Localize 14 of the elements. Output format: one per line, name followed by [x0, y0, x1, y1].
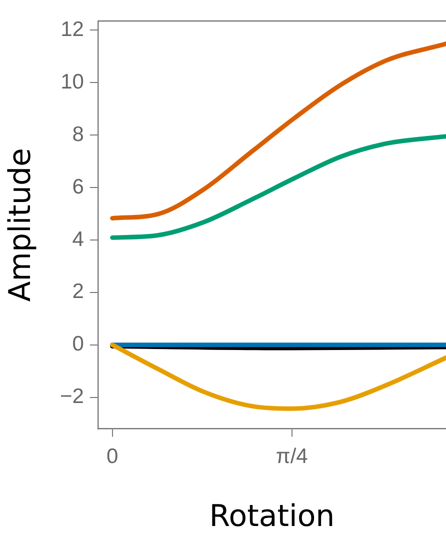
line-series [110, 342, 446, 411]
y-tick-label: 10 [60, 70, 84, 94]
y-tick-label: 0 [72, 332, 84, 356]
line-series [110, 134, 446, 240]
y-tick-label: 2 [72, 280, 84, 304]
y-tick-label: 12 [60, 18, 84, 41]
x-axis-title: Rotation [209, 498, 335, 534]
y-axis-title: Amplitude [2, 148, 38, 302]
y-tick-label: 8 [72, 122, 84, 146]
y-tick-label: 4 [72, 228, 84, 251]
x-tick-label: π/4 [276, 445, 308, 468]
y-tick-label: −2 [60, 385, 84, 408]
y-tick-label: 6 [72, 175, 84, 198]
line-series [110, 42, 446, 220]
